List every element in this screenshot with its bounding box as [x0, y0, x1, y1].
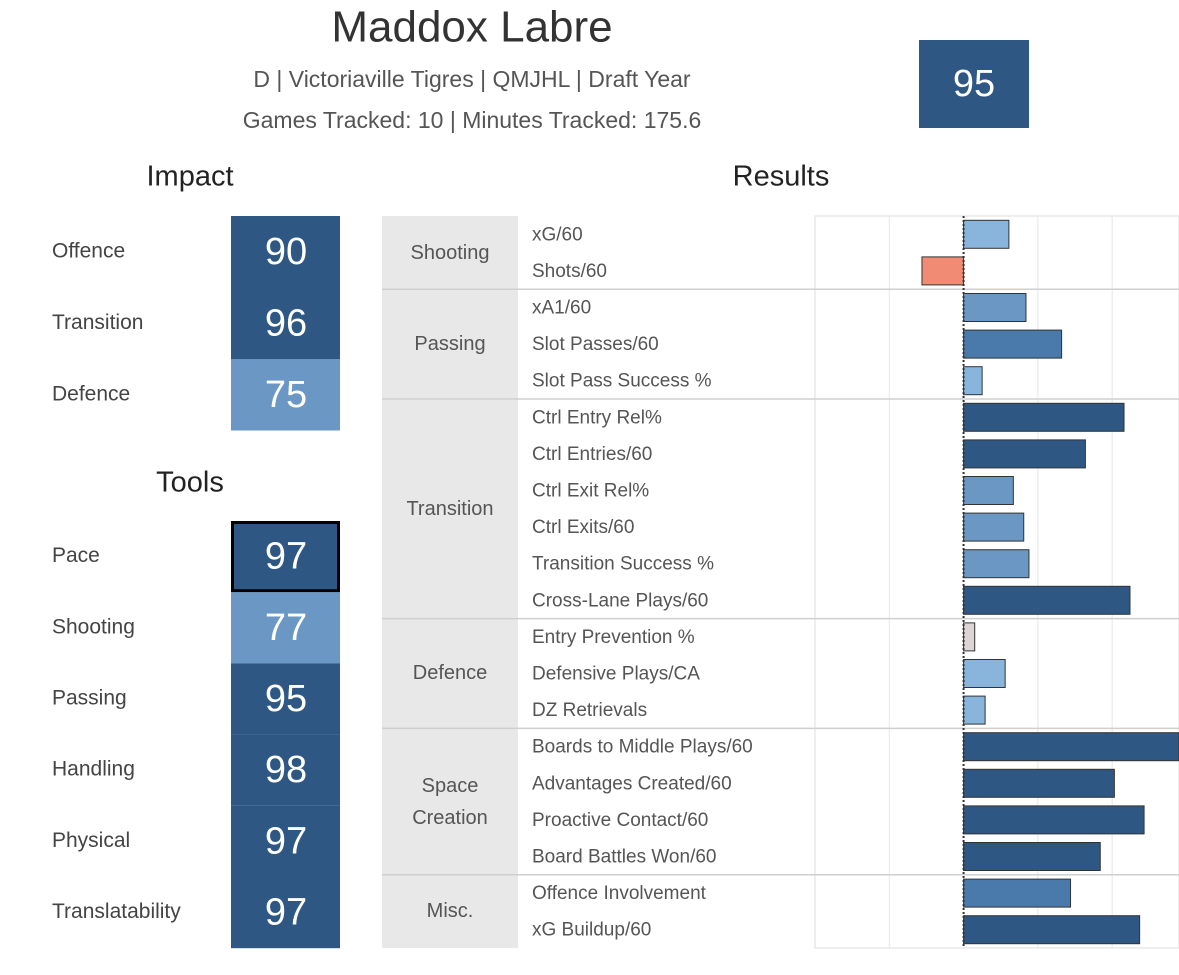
impact-title: Impact: [146, 161, 233, 193]
bar: [963, 219, 1010, 249]
score-label: Transition: [52, 311, 143, 334]
score-tile: [231, 592, 340, 664]
metric-label: Proactive Contact/60: [532, 810, 708, 831]
metric-label: Slot Passes/60: [532, 334, 659, 355]
score-tile: [231, 877, 340, 949]
group-label-box: Misc.: [426, 900, 474, 923]
score-value: 97: [265, 536, 307, 578]
score-tile: [231, 287, 340, 359]
score-label: Pace: [52, 544, 100, 567]
score-value: 95: [265, 678, 307, 720]
group-label: Defence: [412, 662, 488, 685]
group-cell: [382, 618, 518, 729]
metric-label: xG Buildup/60: [532, 920, 651, 941]
score-value: 77: [265, 607, 307, 649]
group-label-box: Passing: [414, 333, 486, 356]
bar: [921, 256, 965, 286]
metric-label: Advantages Created/60: [532, 773, 732, 794]
bar: [963, 402, 1125, 432]
bar: [963, 732, 1179, 762]
group-cell: [382, 399, 518, 619]
score-value: 96: [265, 302, 307, 344]
metric-label: Ctrl Exits/60: [532, 517, 634, 538]
group-label-box: Shooting: [410, 241, 490, 264]
score-label: Physical: [52, 829, 130, 852]
group-label: Space Creation: [412, 774, 488, 829]
score-value: 75: [265, 374, 307, 416]
bar: [963, 695, 986, 725]
metric-label: Ctrl Exit Rel%: [532, 481, 649, 502]
group-cell: [382, 289, 518, 399]
metric-label: xA1/60: [532, 298, 591, 319]
metric-label: Board Battles Won/60: [532, 847, 716, 868]
bar: [963, 549, 1030, 579]
group-label: Misc.: [426, 900, 474, 923]
bar: [963, 439, 1086, 469]
bar: [963, 476, 1014, 505]
metric-label: Ctrl Entry Rel%: [532, 407, 662, 428]
bar: [963, 659, 1006, 688]
score-tile: [231, 216, 340, 288]
score-label: Offence: [52, 239, 125, 262]
score-tile: [231, 521, 340, 593]
bar: [963, 293, 1027, 322]
results-title: Results: [733, 161, 830, 193]
metric-label: Slot Pass Success %: [532, 371, 712, 392]
score-tile: [231, 734, 340, 806]
group-cell: [382, 874, 518, 948]
bar: [963, 585, 1131, 615]
score-label: Translatability: [52, 900, 181, 923]
group-cell: [382, 216, 518, 290]
score-label: Defence: [52, 382, 130, 405]
metric-label: DZ Retrievals: [532, 700, 647, 721]
score-value: 90: [265, 231, 307, 273]
metric-label: Ctrl Entries/60: [532, 444, 652, 465]
score-tile: [231, 359, 340, 431]
metric-label: Offence Involvement: [532, 883, 707, 904]
bar: [963, 878, 1072, 908]
metric-label: Cross-Lane Plays/60: [532, 590, 708, 611]
group-label-box: Transition: [406, 497, 494, 520]
group-label-box: Defence: [412, 662, 488, 685]
metric-label: Shots/60: [532, 261, 607, 282]
bar: [963, 622, 976, 652]
bar: [963, 366, 983, 396]
score-label: Shooting: [52, 615, 135, 638]
bar: [963, 768, 1115, 798]
score-value: 97: [265, 820, 307, 862]
overall-box: [919, 40, 1029, 128]
bar: [963, 842, 1101, 871]
score-value: 97: [265, 892, 307, 934]
bar: [963, 805, 1145, 835]
bar: [963, 915, 1141, 945]
score-label: Passing: [52, 687, 127, 710]
score-tile: [231, 663, 340, 735]
bar: [963, 512, 1025, 542]
chart-panel: [814, 215, 1179, 949]
overall-score: 95: [953, 63, 995, 105]
score-tile: [231, 805, 340, 877]
tools-title: Tools: [156, 467, 224, 499]
metric-label: xG/60: [532, 224, 583, 245]
group-label-box: Space Creation: [412, 774, 488, 829]
group-cell: [382, 728, 518, 875]
tracking: Games Tracked: 10 | Minutes Tracked: 175…: [243, 107, 702, 133]
metric-label: Entry Prevention %: [532, 627, 695, 648]
subtitle: D | Victoriaville Tigres | QMJHL | Draft…: [253, 66, 691, 92]
metric-label: Transition Success %: [532, 554, 714, 575]
metric-label: Defensive Plays/CA: [532, 664, 700, 685]
bar: [963, 329, 1063, 359]
score-value: 98: [265, 749, 307, 791]
score-label: Handling: [52, 758, 135, 781]
player-name: Maddox Labre: [331, 3, 612, 52]
metric-label: Boards to Middle Plays/60: [532, 737, 753, 758]
group-label: Transition: [406, 497, 494, 520]
group-label: Shooting: [410, 241, 490, 264]
tile-highlight: [231, 521, 340, 593]
group-label: Passing: [414, 333, 486, 356]
